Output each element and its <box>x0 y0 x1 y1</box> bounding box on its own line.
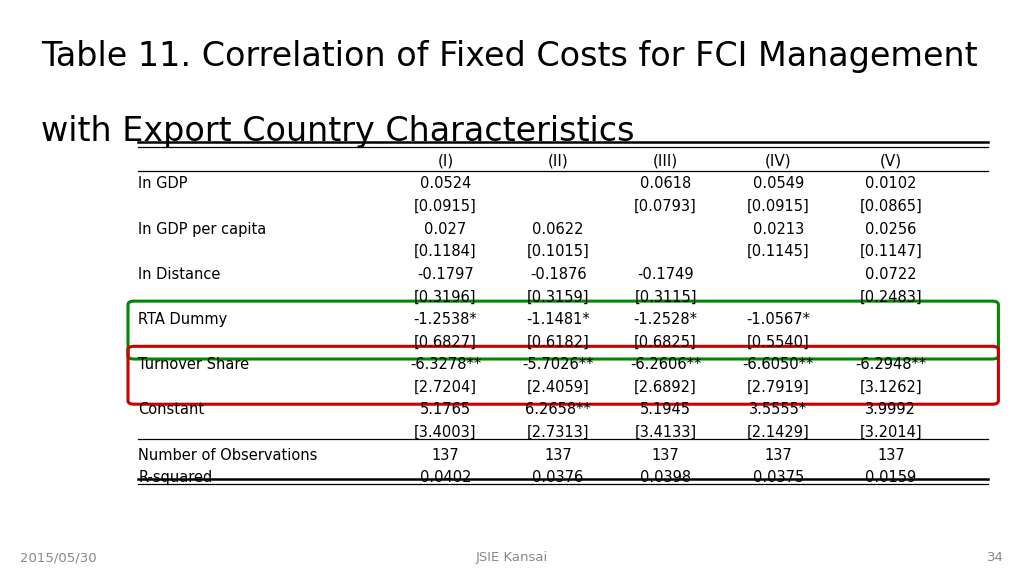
Text: 0.0402: 0.0402 <box>420 470 471 485</box>
Text: (I): (I) <box>437 154 454 169</box>
Text: [2.6892]: [2.6892] <box>634 380 697 395</box>
Text: [2.1429]: [2.1429] <box>746 425 810 440</box>
Text: [0.5540]: [0.5540] <box>746 335 810 350</box>
Text: -6.6050**: -6.6050** <box>742 357 814 372</box>
Text: [0.1147]: [0.1147] <box>859 244 923 259</box>
Text: Turnover Share: Turnover Share <box>138 357 250 372</box>
Text: -1.2528*: -1.2528* <box>634 312 697 327</box>
Text: [2.4059]: [2.4059] <box>526 380 590 395</box>
Text: -1.1481*: -1.1481* <box>526 312 590 327</box>
Text: 0.0722: 0.0722 <box>865 267 916 282</box>
Text: 6.2658**: 6.2658** <box>525 403 591 418</box>
Text: -1.2538*: -1.2538* <box>414 312 477 327</box>
Text: ln GDP per capita: ln GDP per capita <box>138 222 266 237</box>
Text: JSIE Kansai: JSIE Kansai <box>476 551 548 564</box>
Text: RTA Dummy: RTA Dummy <box>138 312 227 327</box>
Text: -6.3278**: -6.3278** <box>410 357 481 372</box>
Text: 0.0618: 0.0618 <box>640 176 691 191</box>
Text: Table 11. Correlation of Fixed Costs for FCI Management: Table 11. Correlation of Fixed Costs for… <box>41 40 978 73</box>
Text: Constant: Constant <box>138 403 205 418</box>
Text: [0.1184]: [0.1184] <box>414 244 477 259</box>
Text: 0.0376: 0.0376 <box>532 470 584 485</box>
Text: 5.1765: 5.1765 <box>420 403 471 418</box>
Text: [2.7919]: [2.7919] <box>746 380 810 395</box>
Text: 34: 34 <box>987 551 1004 564</box>
Text: 5.1945: 5.1945 <box>640 403 691 418</box>
Text: 3.5555*: 3.5555* <box>750 403 807 418</box>
Text: 2015/05/30: 2015/05/30 <box>20 551 97 564</box>
Text: -6.2606**: -6.2606** <box>630 357 701 372</box>
Text: 0.0398: 0.0398 <box>640 470 691 485</box>
Text: (IV): (IV) <box>765 154 792 169</box>
Text: [0.0915]: [0.0915] <box>414 199 477 214</box>
Text: 137: 137 <box>544 448 572 463</box>
Text: 0.027: 0.027 <box>424 222 467 237</box>
Text: [0.6182]: [0.6182] <box>526 335 590 350</box>
Text: -6.2948**: -6.2948** <box>855 357 927 372</box>
Text: [3.4003]: [3.4003] <box>414 425 477 440</box>
Text: 0.0102: 0.0102 <box>865 176 916 191</box>
Text: [2.7313]: [2.7313] <box>526 425 590 440</box>
Text: 0.0256: 0.0256 <box>865 222 916 237</box>
Text: [0.1145]: [0.1145] <box>746 244 810 259</box>
Text: -0.1749: -0.1749 <box>637 267 694 282</box>
Text: Number of Observations: Number of Observations <box>138 448 317 463</box>
Text: (III): (III) <box>653 154 678 169</box>
Text: ln Distance: ln Distance <box>138 267 220 282</box>
Text: 0.0213: 0.0213 <box>753 222 804 237</box>
Text: -5.7026**: -5.7026** <box>522 357 594 372</box>
Text: 0.0375: 0.0375 <box>753 470 804 485</box>
Text: 0.0549: 0.0549 <box>753 176 804 191</box>
Text: 0.0622: 0.0622 <box>532 222 584 237</box>
Text: -1.0567*: -1.0567* <box>746 312 810 327</box>
Text: [0.2483]: [0.2483] <box>859 289 923 304</box>
Text: [0.0793]: [0.0793] <box>634 199 697 214</box>
Text: R-squared: R-squared <box>138 470 213 485</box>
Text: [0.3115]: [0.3115] <box>634 289 697 304</box>
Text: [0.0915]: [0.0915] <box>746 199 810 214</box>
Text: with Export Country Characteristics: with Export Country Characteristics <box>41 115 635 148</box>
Text: 0.0524: 0.0524 <box>420 176 471 191</box>
Text: 137: 137 <box>877 448 905 463</box>
Text: 137: 137 <box>651 448 680 463</box>
Text: [2.7204]: [2.7204] <box>414 380 477 395</box>
Text: [0.3196]: [0.3196] <box>414 289 477 304</box>
Text: 3.9992: 3.9992 <box>865 403 916 418</box>
Text: [3.1262]: [3.1262] <box>859 380 923 395</box>
Text: [0.6825]: [0.6825] <box>634 335 697 350</box>
Text: [3.2014]: [3.2014] <box>859 425 923 440</box>
Text: [0.1015]: [0.1015] <box>526 244 590 259</box>
Text: -0.1876: -0.1876 <box>529 267 587 282</box>
Text: [0.3159]: [0.3159] <box>526 289 590 304</box>
Text: (V): (V) <box>880 154 902 169</box>
Text: (II): (II) <box>548 154 568 169</box>
Text: [0.0865]: [0.0865] <box>859 199 923 214</box>
Text: ln GDP: ln GDP <box>138 176 187 191</box>
Text: -0.1797: -0.1797 <box>417 267 474 282</box>
Text: 137: 137 <box>431 448 460 463</box>
Text: 137: 137 <box>764 448 793 463</box>
Text: 0.0159: 0.0159 <box>865 470 916 485</box>
Text: [3.4133]: [3.4133] <box>635 425 696 440</box>
Text: [0.6827]: [0.6827] <box>414 335 477 350</box>
